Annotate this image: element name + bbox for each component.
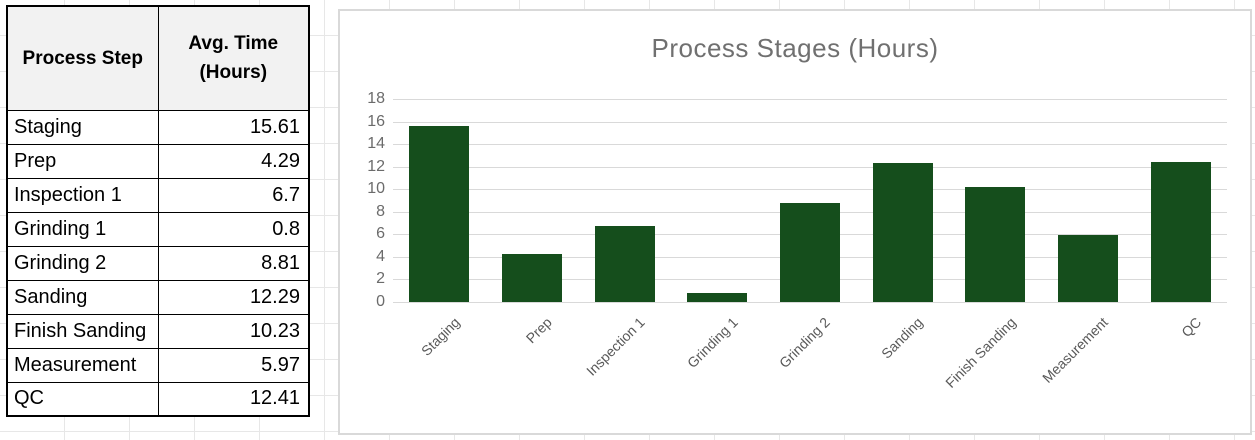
cell-process-step[interactable]: Grinding 2 bbox=[6, 245, 159, 281]
table-row: QC 12.41 bbox=[6, 381, 310, 417]
cell-avg-time[interactable]: 6.7 bbox=[157, 177, 310, 213]
table-row: Grinding 1 0.8 bbox=[6, 211, 310, 247]
bar-grinding-2[interactable] bbox=[780, 202, 840, 302]
y-axis-tick-label: 14 bbox=[367, 135, 385, 153]
y-axis-tick-label: 8 bbox=[376, 202, 385, 220]
y-axis-tick-label: 16 bbox=[367, 112, 385, 130]
cell-process-step[interactable]: Finish Sanding bbox=[6, 313, 159, 349]
gridline bbox=[393, 99, 1227, 100]
x-axis-label: Staging bbox=[417, 314, 463, 359]
x-axis-label: Inspection 1 bbox=[583, 314, 649, 379]
x-axis-label: Sanding bbox=[878, 314, 927, 362]
gridline bbox=[393, 121, 1227, 123]
table-row: Inspection 1 6.7 bbox=[6, 177, 310, 213]
table-header-row: Process Step Avg. Time (Hours) bbox=[6, 5, 310, 111]
table-row: Prep 4.29 bbox=[6, 143, 310, 179]
y-axis-tick-label: 18 bbox=[367, 90, 385, 107]
table-row: Grinding 2 8.81 bbox=[6, 245, 310, 281]
y-axis-tick-label: 6 bbox=[376, 225, 385, 243]
bar-qc[interactable] bbox=[1150, 162, 1211, 302]
cell-process-step[interactable]: Grinding 1 bbox=[6, 211, 159, 247]
gridline bbox=[393, 166, 1227, 168]
header-avg-time[interactable]: Avg. Time (Hours) bbox=[157, 5, 310, 111]
cell-process-step[interactable]: Inspection 1 bbox=[6, 177, 159, 213]
cell-process-step[interactable]: Sanding bbox=[6, 279, 159, 315]
table-row: Measurement 5.97 bbox=[6, 347, 310, 383]
x-axis-label: Grinding 1 bbox=[683, 314, 741, 371]
y-axis-tick-label: 12 bbox=[367, 157, 385, 175]
x-axis-label: Finish Sanding bbox=[941, 314, 1019, 391]
cell-avg-time[interactable]: 12.29 bbox=[157, 279, 310, 315]
cell-avg-time[interactable]: 0.8 bbox=[157, 211, 310, 247]
cell-process-step[interactable]: Prep bbox=[6, 143, 159, 179]
gridline bbox=[393, 302, 1227, 303]
cell-avg-time[interactable]: 5.97 bbox=[157, 347, 310, 383]
bar-prep[interactable] bbox=[502, 253, 562, 302]
bar-inspection-1[interactable] bbox=[594, 226, 655, 302]
cell-avg-time[interactable]: 12.41 bbox=[157, 381, 310, 417]
bar-chart[interactable]: Process Stages (Hours) 0 2 4 6 8 10 12 14 16 18 St… bbox=[338, 9, 1252, 435]
x-axis-label: QC bbox=[1177, 314, 1205, 341]
x-axis-label: Grinding 2 bbox=[776, 314, 834, 371]
y-axis-tick-label: 4 bbox=[376, 247, 385, 265]
y-axis-tick-label: 10 bbox=[367, 180, 385, 198]
cell-avg-time[interactable]: 15.61 bbox=[157, 109, 310, 145]
header-process-step[interactable]: Process Step bbox=[6, 5, 159, 111]
table-row: Staging 15.61 bbox=[6, 109, 310, 145]
x-axis-label: Prep bbox=[523, 314, 556, 347]
cell-avg-time[interactable]: 10.23 bbox=[157, 313, 310, 349]
bar-grinding-1[interactable] bbox=[687, 293, 748, 302]
cell-process-step[interactable]: Measurement bbox=[6, 347, 159, 383]
y-axis-tick-label: 0 bbox=[376, 293, 385, 310]
cell-avg-time[interactable]: 4.29 bbox=[157, 143, 310, 179]
x-axis-label: Measurement bbox=[1039, 314, 1112, 386]
cell-process-step[interactable]: Staging bbox=[6, 109, 159, 145]
gridline bbox=[393, 144, 1227, 146]
chart-title: Process Stages (Hours) bbox=[651, 33, 939, 63]
cell-avg-time[interactable]: 8.81 bbox=[157, 245, 310, 281]
gridline bbox=[393, 189, 1227, 191]
table-row: Sanding 12.29 bbox=[6, 279, 310, 315]
y-axis-tick-label: 2 bbox=[376, 270, 385, 288]
bar-measurement[interactable] bbox=[1058, 234, 1118, 302]
cell-process-step[interactable]: QC bbox=[6, 381, 159, 417]
bar-sanding[interactable] bbox=[872, 163, 933, 302]
bar-staging[interactable] bbox=[409, 126, 470, 302]
bar-finish-sanding[interactable] bbox=[965, 186, 1026, 302]
process-table: Process Step Avg. Time (Hours) Staging 15… bbox=[6, 5, 310, 417]
table-row: Finish Sanding 10.23 bbox=[6, 313, 310, 349]
